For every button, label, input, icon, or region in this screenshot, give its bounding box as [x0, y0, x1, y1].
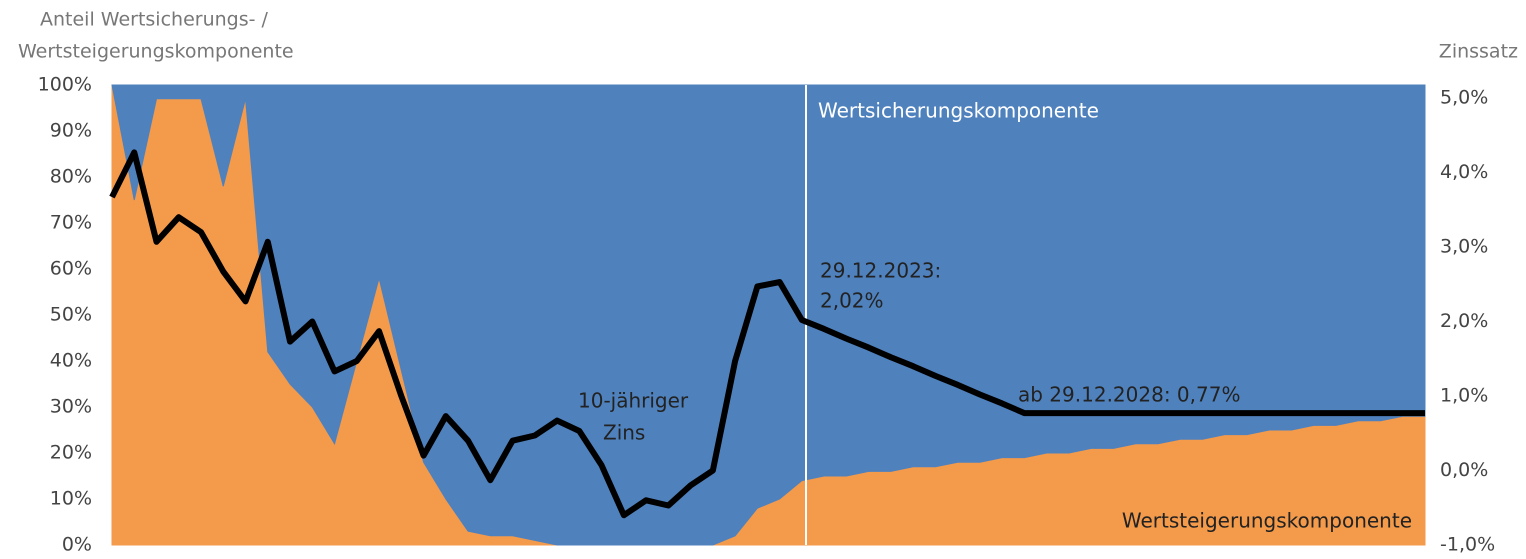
annotation: 29.12.2023: [820, 259, 941, 283]
y2-tick-label: -1,0% [1440, 534, 1495, 556]
y-tick-label: 60% [50, 258, 92, 280]
title-line: Wertsteigerungskomponente [18, 41, 294, 63]
annotation: Zins [603, 421, 645, 445]
y2-title: Zinssatz [1439, 41, 1518, 63]
overlay [109, 149, 1425, 519]
y-tick-label: 100% [38, 74, 92, 96]
y2-tick-label: 2,0% [1440, 310, 1488, 332]
y-tick-label: 30% [50, 396, 92, 418]
y-tick-label: 70% [50, 212, 92, 234]
title-line: Anteil Wertsicherungs- / [40, 9, 269, 31]
y-tick-label: 80% [50, 166, 92, 188]
area-label: Wertsicherungskomponente [818, 99, 1099, 123]
y2-tick-label: 0,0% [1440, 459, 1488, 481]
plot [111, 84, 1426, 546]
y-tick-label: 20% [50, 442, 92, 464]
line [109, 149, 1425, 519]
y-tick-label: 0% [62, 534, 92, 556]
area-label: Wertsteigerungskomponente [1122, 509, 1412, 533]
y-tick-label: 10% [50, 488, 92, 510]
annotation: 10-jähriger [578, 389, 689, 413]
annotation: ab 29.12.2028: 0,77% [1018, 383, 1240, 407]
y2-tick-label: 5,0% [1440, 87, 1488, 109]
y2-tick-label: 4,0% [1440, 161, 1488, 183]
y2-tick-label: 3,0% [1440, 236, 1488, 258]
y2-tick-label: 1,0% [1440, 385, 1488, 407]
y-tick-label: 40% [50, 350, 92, 372]
y-tick-label: 90% [50, 120, 92, 142]
y-tick-label: 50% [50, 304, 92, 326]
annotation: 2,02% [820, 289, 884, 313]
